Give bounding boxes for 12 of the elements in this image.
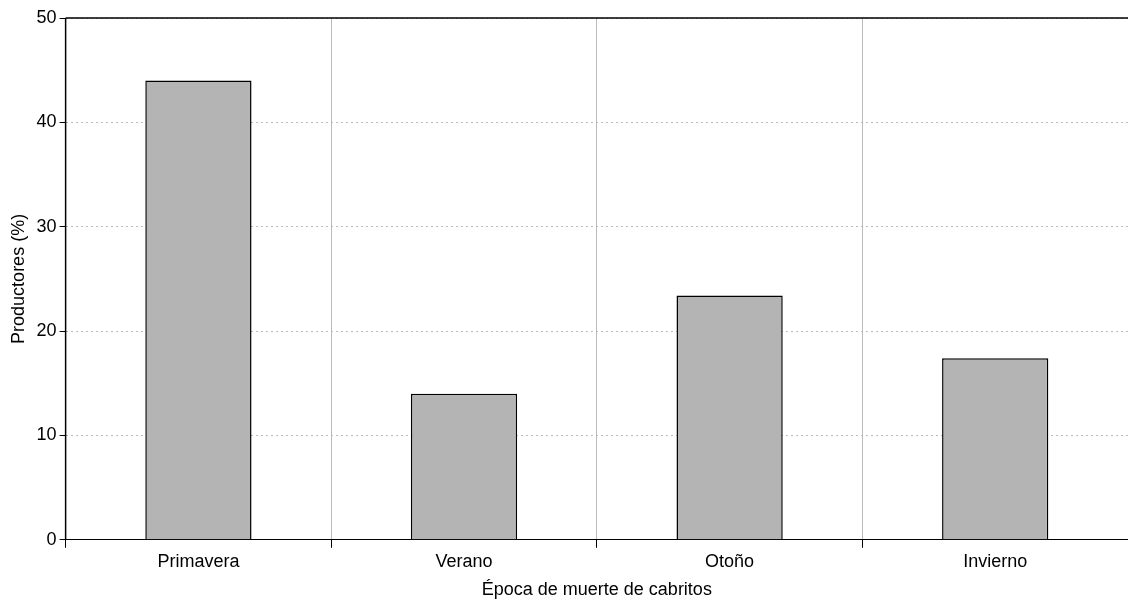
y-tick-label: 20: [36, 320, 57, 341]
y-tick-label: 10: [36, 424, 57, 445]
y-tick-label: 50: [36, 6, 57, 27]
x-tick-label: Invierno: [963, 550, 1028, 571]
x-tick-label: Verano: [435, 550, 493, 571]
x-axis-title: Época de muerte de cabritos: [481, 579, 712, 600]
y-tick-label: 0: [46, 528, 57, 549]
y-tick-label: 30: [36, 215, 57, 236]
y-tick-label: 40: [36, 111, 57, 132]
y-axis-title: Productores (%): [7, 213, 28, 344]
x-tick-label: Otoño: [705, 550, 755, 571]
x-tick-label: Primavera: [157, 550, 241, 571]
